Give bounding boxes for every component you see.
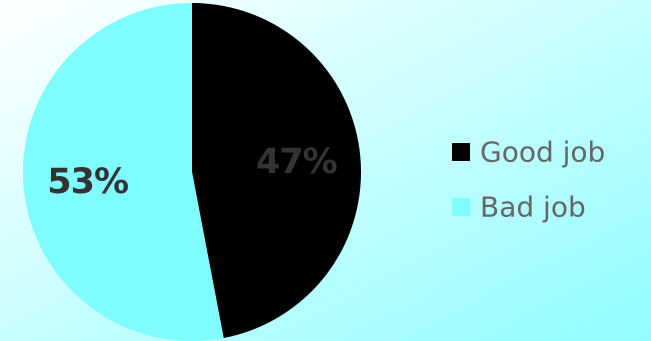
legend-label-good-job: Good job <box>480 136 605 169</box>
pie-slices <box>23 2 362 341</box>
legend-swatch-bad-job <box>452 198 470 216</box>
legend-label-bad-job: Bad job <box>480 191 586 224</box>
slice-labels: 47% 53% <box>47 142 337 202</box>
legend-swatch-good-job <box>452 143 470 161</box>
legend: Good job Bad job <box>452 136 605 224</box>
pie-slice-bad-job <box>23 3 224 341</box>
slice-label-good-job: 47% <box>256 142 337 182</box>
pie-slice-good-job <box>192 2 362 339</box>
slice-label-bad-job: 53% <box>47 162 128 202</box>
